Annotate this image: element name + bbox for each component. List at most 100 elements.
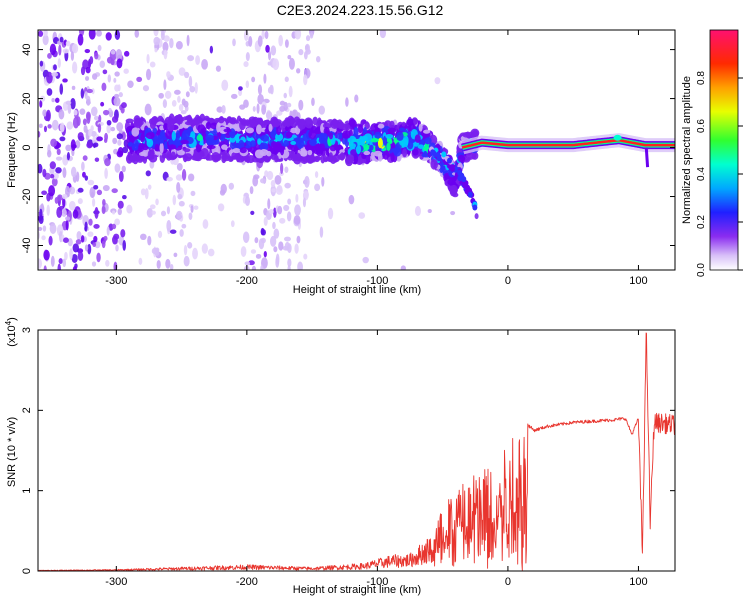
spectrogram-cell — [284, 182, 291, 189]
spectrogram-cell — [84, 175, 89, 181]
spectrogram-cell — [100, 101, 105, 107]
spectrogram-cell — [81, 161, 85, 172]
spectrogram-cell — [77, 198, 83, 205]
spectrogram-cell — [377, 137, 383, 149]
spectrogram-cell — [116, 133, 124, 140]
spectrogram-cell — [166, 206, 171, 215]
spectrogram-cell — [311, 97, 315, 107]
spectrogram-cell — [85, 111, 91, 121]
y-tick-label: 0 — [21, 568, 33, 574]
spectrogram-cell — [474, 213, 479, 220]
spectrogram-cell — [268, 208, 274, 215]
spectrogram-cell — [140, 133, 145, 143]
spectrogram-cell — [71, 149, 75, 157]
colorbar-tick-label: 0.0 — [696, 263, 707, 277]
spectrogram-cell — [66, 152, 71, 161]
spectrogram-cell — [240, 246, 247, 257]
spectrogram-cell — [296, 68, 301, 74]
spectrogram-cell — [184, 120, 194, 126]
spectrogram-cell — [160, 129, 166, 138]
spectrogram-cell — [284, 39, 289, 48]
spectrogram-cell — [293, 215, 301, 225]
spectrogram-cell — [86, 141, 93, 149]
spectrogram-cell — [166, 71, 171, 78]
spectrogram-cell — [315, 143, 321, 154]
spectrogram-cell — [162, 99, 168, 109]
spectrogram-cell — [97, 44, 102, 52]
spectrogram-cell — [206, 145, 216, 150]
spectrogram-cell — [348, 119, 357, 130]
spectrogram-cell — [159, 142, 164, 154]
spectrogram-cell — [111, 116, 119, 123]
spectrogram-cell — [147, 235, 152, 246]
spectrogram-cell — [169, 37, 174, 49]
spectrogram-cell — [47, 53, 52, 59]
spectrogram-cell — [382, 135, 388, 146]
spectrogram-cell — [46, 71, 53, 84]
y-tick-label: 20 — [21, 92, 33, 104]
spectrogram-cell — [138, 151, 147, 157]
spectrogram-cell — [239, 119, 246, 131]
spectrogram-cell — [134, 119, 143, 129]
spectrogram-cell — [279, 105, 286, 112]
spectrogram-cell — [153, 30, 159, 37]
spectrogram-cell — [49, 161, 56, 170]
spectrogram-cell — [245, 127, 254, 134]
x-tick-label: 0 — [505, 275, 511, 287]
spectrogram-cell — [278, 241, 284, 251]
spectrogram-cell — [414, 134, 421, 143]
spectrogram-cell — [127, 141, 133, 147]
spectrogram-cell — [163, 123, 169, 131]
spectrogram-cell — [274, 154, 279, 163]
spectrogram-cell — [427, 208, 432, 214]
spectrogram-cell — [102, 109, 110, 116]
spectrogram-cell — [467, 191, 473, 198]
spectrogram-cell — [110, 126, 116, 132]
spectrogram-cell — [118, 171, 124, 183]
spectrogram-cell — [273, 246, 278, 253]
spectrogram-cell — [102, 198, 106, 207]
spectrogram-spike — [644, 147, 650, 168]
spectrogram-cell — [186, 34, 190, 47]
spectrogram-cell — [275, 186, 283, 195]
spectrogram-cell — [38, 131, 41, 138]
spectrogram-cell — [80, 235, 85, 243]
spectrogram-cell — [96, 252, 101, 263]
spectrogram-cell — [244, 261, 251, 266]
spectrogram-cell — [275, 256, 280, 268]
spectrogram-cell — [386, 142, 391, 151]
spectrogram-cell — [77, 33, 84, 46]
spectrogram-cell — [66, 121, 74, 130]
spectrogram-cell — [218, 116, 225, 124]
spectrogram-cell — [178, 67, 186, 76]
spectrogram-cell — [217, 203, 225, 212]
spectrogram-cell — [183, 244, 188, 256]
spectrogram-cell — [88, 128, 93, 137]
spectrogram-cell — [65, 219, 69, 231]
spectrogram-cell — [140, 188, 146, 196]
spectrogram-cell — [287, 55, 292, 60]
spectrogram-cell — [261, 229, 266, 236]
spectrogram-cell — [247, 155, 255, 164]
spectrogram-cell — [146, 138, 154, 148]
spectrogram-cell — [171, 130, 177, 141]
spectrogram-cell — [155, 198, 159, 206]
spectrogram-cell — [260, 265, 264, 270]
spectrogram-cell — [193, 205, 199, 210]
spectrogram-cell — [125, 118, 134, 124]
spectrogram-cell — [48, 235, 53, 246]
spectrogram-cell — [373, 150, 383, 157]
spectrogram-cell — [69, 200, 76, 211]
spectrogram-cell — [187, 55, 195, 62]
spectrogram-cell — [349, 142, 356, 149]
spectrogram-cell — [71, 85, 76, 91]
spectrogram-cell — [67, 238, 73, 247]
spectrogram-cell — [106, 123, 112, 134]
spectrogram-cell — [285, 131, 293, 139]
spectrogram-cell — [149, 160, 155, 169]
spectrogram-cell — [151, 247, 159, 255]
spectrogram-cell — [86, 95, 91, 107]
spectrogram-cell — [361, 135, 368, 142]
x-tick-label: 100 — [629, 275, 647, 287]
spectrogram-cell — [92, 198, 96, 207]
